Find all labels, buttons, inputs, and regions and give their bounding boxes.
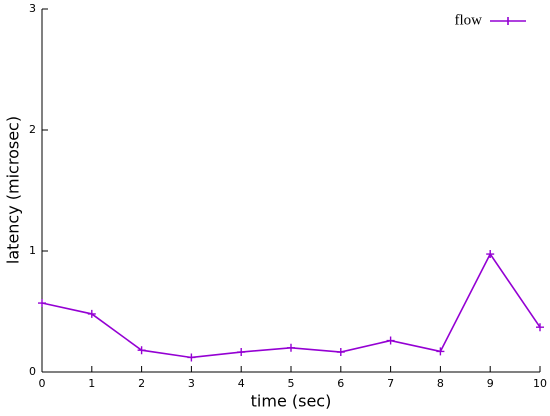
- x-tick-label: 6: [337, 377, 344, 390]
- series-line: [41, 252, 541, 359]
- x-tick-label: 1: [88, 377, 95, 390]
- x-tick-label: 7: [387, 377, 394, 390]
- x-axis-title: time (sec): [251, 392, 332, 411]
- point-marker: [436, 347, 445, 356]
- point-marker: [486, 250, 495, 259]
- point-marker: [38, 299, 46, 308]
- x-tick-label: 4: [238, 377, 245, 390]
- x-tick-label: 8: [437, 377, 444, 390]
- x-tick-label: 0: [39, 377, 46, 390]
- point-marker: [287, 343, 295, 352]
- point-marker: [237, 348, 246, 357]
- x-tick-label: 2: [138, 377, 145, 390]
- point-marker: [187, 353, 196, 362]
- point-marker: [386, 336, 395, 345]
- y-axis-title: latency (microsec): [4, 116, 23, 264]
- y-tick-label: 3: [29, 2, 36, 15]
- point-marker: [137, 346, 146, 355]
- legend-label: flow: [455, 12, 483, 28]
- legend-swatch: [490, 17, 526, 25]
- x-tick-label: 10: [533, 377, 547, 390]
- y-tick-label: 0: [29, 365, 36, 378]
- x-tick-label: 9: [487, 377, 494, 390]
- y-tick-label: 2: [29, 123, 36, 136]
- y-tick-label: 1: [29, 244, 36, 257]
- point-marker: [336, 348, 345, 357]
- x-tick-label: 3: [188, 377, 195, 390]
- x-tick-label: 5: [288, 377, 295, 390]
- point-marker: [87, 309, 96, 318]
- point-marker: [536, 323, 544, 332]
